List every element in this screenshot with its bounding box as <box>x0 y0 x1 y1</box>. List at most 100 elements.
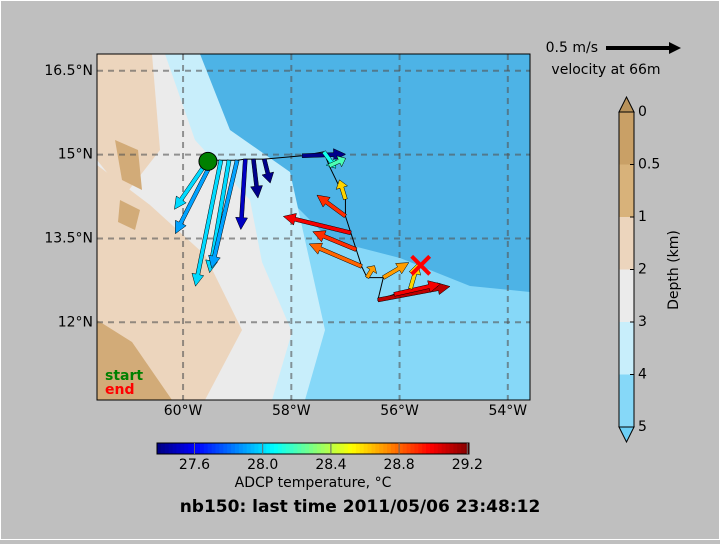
colorbar-cell <box>414 443 419 454</box>
depth-tick-label: 3 <box>638 314 647 330</box>
colorbar-cell <box>305 443 310 454</box>
depth-band <box>619 112 634 165</box>
depth-tick-label: 0 <box>638 104 647 120</box>
colorbar-cell <box>184 443 189 454</box>
depth-tick-label: 2 <box>638 262 647 278</box>
end-marker <box>410 254 432 276</box>
velocity-arrow <box>205 159 232 274</box>
colorbar-cell <box>254 443 259 454</box>
colorbar-cell <box>196 443 201 454</box>
colorbar-cell <box>164 443 170 454</box>
colorbar-cell <box>445 443 450 454</box>
lat-tick-label: 16.5°N <box>44 63 93 79</box>
colorbar-cell <box>375 443 380 454</box>
colorbar-cell <box>453 443 458 454</box>
colorbar-tick-label: 29.2 <box>452 457 483 473</box>
colorbar-cell <box>367 443 372 454</box>
colorbar-cell <box>157 443 162 454</box>
colorbar-cell <box>352 443 357 454</box>
colorbar-cell <box>250 443 255 454</box>
colorbar-cell <box>266 443 271 454</box>
colorbar-cell <box>426 443 431 454</box>
colorbar-cell <box>207 443 213 454</box>
colorbar-cell <box>402 443 408 454</box>
colorbar-cell <box>246 443 252 454</box>
map-frame <box>96 53 531 401</box>
colorbar-cell <box>176 443 181 454</box>
colorbar-cell <box>258 443 263 454</box>
colorbar-cell <box>309 443 314 454</box>
colorbar-cell <box>430 443 435 454</box>
velocity-arrow <box>282 213 352 236</box>
colorbar-cell <box>332 443 337 454</box>
depth-band <box>619 164 634 218</box>
colorbar-cell <box>242 443 248 454</box>
colorbar-cell <box>289 443 294 454</box>
colorbar-cell <box>227 443 232 454</box>
colorbar-tick-label: 28.4 <box>315 457 346 473</box>
depth-tick-label: 0.5 <box>638 157 660 173</box>
land <box>97 320 172 400</box>
start-marker <box>198 151 218 171</box>
colorbar-cell <box>301 443 306 454</box>
colorbar-cell <box>383 443 388 454</box>
velocity-arrow <box>312 230 358 252</box>
land <box>115 140 142 190</box>
colorbar-cell <box>172 443 177 454</box>
start-legend: start <box>105 368 143 384</box>
ocean-deep <box>170 54 530 292</box>
depth-band <box>619 374 634 428</box>
reference-caption: velocity at 66m <box>551 62 660 78</box>
lon-tick-label: 56°W <box>380 403 419 419</box>
colorbar-cell <box>281 443 287 454</box>
land <box>118 200 140 230</box>
velocity-arrow <box>235 158 248 231</box>
depth-band <box>619 269 634 323</box>
colorbar-cell <box>203 443 209 454</box>
depth-band <box>619 322 634 375</box>
colorbar-cell <box>293 443 298 454</box>
colorbar-cell <box>180 443 185 454</box>
lat-tick-label: 15°N <box>58 147 93 163</box>
colorbar-cell <box>238 443 244 454</box>
colorbar-cell <box>422 443 427 454</box>
colorbar-cell <box>297 443 302 454</box>
colorbar-cell <box>406 443 411 454</box>
colorbar-cell <box>215 443 220 454</box>
colorbar-cell <box>168 443 174 454</box>
colorbar-cell <box>223 443 228 454</box>
colorbar-cell <box>340 443 345 454</box>
colorbar-cell <box>387 443 392 454</box>
lat-tick-label: 12°N <box>58 314 93 330</box>
colorbar-cell <box>324 443 330 454</box>
colorbar-cell <box>391 443 396 454</box>
colorbar-cell <box>359 443 365 454</box>
depth-tick-label: 5 <box>638 419 647 435</box>
velocity-arrow <box>316 194 347 219</box>
colorbar-cell <box>394 443 400 454</box>
colorbar-cell <box>348 443 353 454</box>
reference-label: 0.5 m/s <box>546 40 598 56</box>
colorbar-cell <box>461 443 466 454</box>
velocity-arrow <box>377 282 451 303</box>
velocity-arrow <box>250 158 263 199</box>
vectors <box>174 148 451 303</box>
colorbar-cell <box>355 443 361 454</box>
colorbar-cell <box>316 443 322 454</box>
colorbar-cell <box>336 443 341 454</box>
map-background <box>97 54 530 400</box>
colorbar-cell <box>313 443 318 454</box>
colorbar-cell <box>277 443 283 454</box>
velocity-arrow <box>381 262 410 280</box>
colorbar-cell <box>188 443 193 454</box>
colorbar-cell <box>379 443 384 454</box>
velocity-arrow <box>335 179 349 201</box>
colorbar-cell <box>270 443 275 454</box>
colorbar-tick-label: 27.6 <box>179 457 210 473</box>
lat-tick-label: 13.5°N <box>44 230 93 246</box>
lon-tick-label: 60°W <box>164 403 203 419</box>
colorbar-cell <box>363 443 369 454</box>
velocity-arrow <box>393 280 442 297</box>
